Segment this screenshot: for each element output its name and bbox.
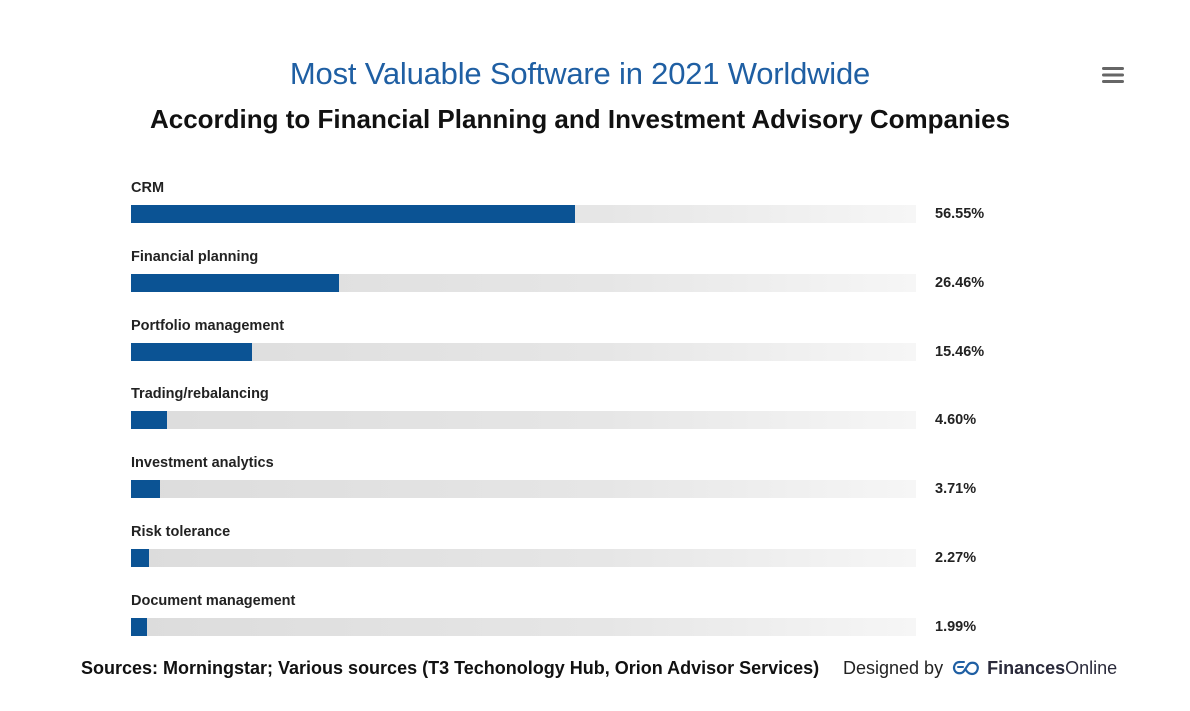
bar[interactable] xyxy=(131,480,161,499)
chart-subtitle: According to Financial Planning and Inve… xyxy=(149,104,1011,134)
bar-track xyxy=(131,549,916,567)
bar-value-label: 56.55% xyxy=(935,206,985,222)
brand-name-online: Online xyxy=(1065,657,1118,678)
bar-label: Trading/rebalancing xyxy=(131,386,269,403)
financesonline-logo-icon xyxy=(951,657,981,679)
bar-label: Risk tolerance xyxy=(131,524,231,540)
bar[interactable] xyxy=(131,273,339,292)
bar-track xyxy=(131,480,916,499)
bar-label: Investment analytics xyxy=(131,455,274,472)
bar-value-label: 26.46% xyxy=(935,274,985,291)
bar-value-label: 15.46% xyxy=(935,343,985,360)
bar[interactable] xyxy=(131,342,253,361)
bar-track xyxy=(131,205,916,223)
bar[interactable] xyxy=(131,411,168,430)
bar-track xyxy=(131,273,916,292)
bar-value-label: 4.60% xyxy=(935,412,977,429)
chart-title: Most Valuable Software in 2021 Worldwide xyxy=(289,56,871,91)
bar-label: CRM xyxy=(131,180,165,196)
bar-label: Financial planning xyxy=(131,248,259,265)
bar-value-label: 2.27% xyxy=(935,550,977,566)
bar-track xyxy=(131,617,916,636)
bar-value-label: 1.99% xyxy=(935,618,977,635)
bar[interactable] xyxy=(131,549,149,567)
bar-label: Document management xyxy=(131,592,296,609)
brand-name-finances: Finances xyxy=(987,657,1066,678)
designed-by-credit[interactable]: Designed by Finances Online xyxy=(843,657,1117,679)
hamburger-menu-icon[interactable] xyxy=(1100,64,1126,86)
bar-track xyxy=(131,342,916,361)
bar[interactable] xyxy=(131,205,575,223)
source-note: Sources: Morningstar; Various sources (T… xyxy=(81,658,820,678)
designed-by-label: Designed by xyxy=(843,657,944,678)
bar-label: Portfolio management xyxy=(131,317,285,334)
bar-track xyxy=(131,411,916,430)
bar[interactable] xyxy=(131,617,147,636)
bar-value-label: 3.71% xyxy=(935,481,977,498)
